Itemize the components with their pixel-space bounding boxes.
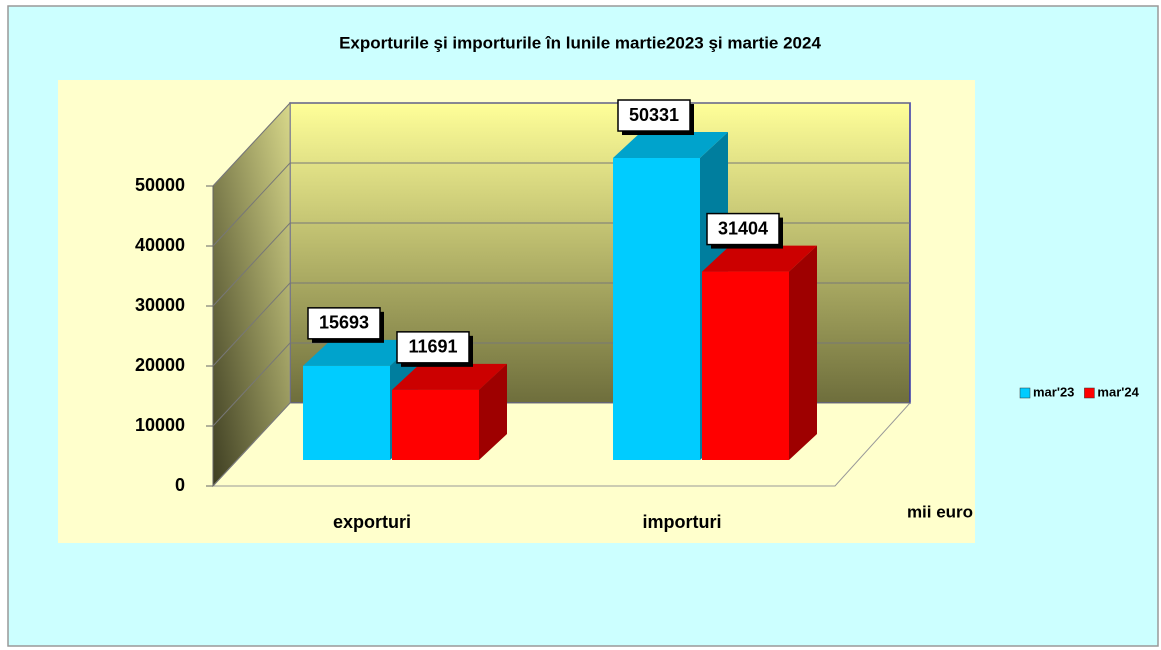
- bar-top: [702, 245, 817, 272]
- legend-label: mar'24: [1097, 384, 1139, 399]
- value-label: 31404: [718, 218, 768, 238]
- grid-line: [212, 102, 910, 187]
- y-tick-label: 50000: [135, 175, 185, 195]
- y-tick-label: 40000: [135, 235, 185, 255]
- value-label-box: [706, 212, 780, 246]
- bar-top: [303, 339, 418, 366]
- legend-label: mar'23: [1033, 384, 1074, 399]
- bar-top: [392, 363, 507, 390]
- bar: [392, 389, 479, 460]
- bar: [613, 158, 700, 460]
- value-label-box: [307, 307, 381, 340]
- bar-top: [613, 132, 728, 159]
- bar: [303, 365, 390, 460]
- y-tick-label: 20000: [135, 355, 185, 375]
- bar: [702, 271, 789, 460]
- x-tick-label: importuri: [643, 512, 722, 532]
- value-label: 15693: [319, 313, 369, 333]
- bar-side: [479, 363, 507, 460]
- unit-annotation: mii euro: [907, 502, 973, 521]
- value-label-box: [617, 99, 691, 132]
- x-tick-label: exporturi: [333, 512, 411, 532]
- y-tick-label: 30000: [135, 295, 185, 315]
- y-tick-label: 0: [175, 475, 185, 495]
- y-tick-label: 10000: [135, 415, 185, 435]
- legend-swatch: [1084, 387, 1095, 399]
- value-label: 11691: [408, 337, 457, 357]
- chart-layer: 0 10000 20000 30000 40000 50000 15693 11691 expo…: [135, 99, 1140, 532]
- legend-swatch: [1019, 387, 1031, 399]
- bar-side: [789, 245, 817, 460]
- chart-title: Exporturile şi importurile în lunile mar…: [339, 33, 821, 52]
- value-label-box: [396, 331, 470, 364]
- value-label: 50331: [629, 105, 679, 125]
